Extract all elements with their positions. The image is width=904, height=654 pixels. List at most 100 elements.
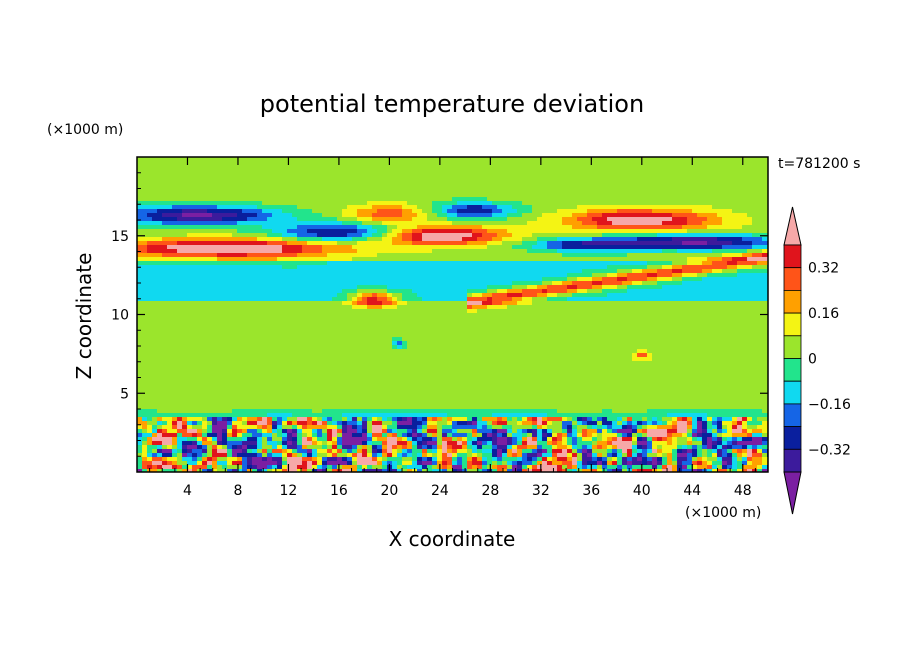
contour-cell [312,253,318,258]
contour-cell [342,377,348,382]
contour-cell [302,329,308,334]
contour-cell [382,313,388,318]
contour-cell [397,237,403,242]
contour-cell [267,165,273,170]
contour-cell [387,353,393,358]
contour-cell [437,449,443,454]
contour-cell [272,393,278,398]
contour-cell [267,309,273,314]
contour-cell [342,369,348,374]
contour-cell [402,449,408,454]
contour-cell [312,429,318,434]
contour-cell [407,261,413,266]
contour-cell [342,209,348,214]
contour-cell [222,185,228,190]
contour-cell [147,337,153,342]
contour-cell [312,421,318,426]
contour-cell [137,349,143,354]
contour-cell [202,205,208,210]
contour-cell [187,237,193,242]
contour-cell [152,173,158,178]
contour-cell [432,277,438,282]
contour-cell [142,377,148,382]
contour-cell [397,229,403,234]
contour-cell [182,429,188,434]
contour-cell [447,397,453,402]
contour-cell [377,429,383,434]
contour-cell [342,385,348,390]
contour-cell [362,209,368,214]
contour-cell [257,405,263,410]
contour-cell [202,165,208,170]
contour-cell [212,325,218,330]
contour-cell [212,401,218,406]
contour-cell [337,189,343,194]
contour-cell [257,221,263,226]
contour-cell [432,285,438,290]
contour-cell [352,289,358,294]
contour-cell [172,237,178,242]
contour-cell [212,253,218,258]
contour-cell [442,269,448,274]
contour-cell [302,445,308,450]
contour-cell [237,433,243,438]
contour-cell [167,157,173,162]
contour-cell [267,377,273,382]
contour-cell [182,469,188,472]
contour-cell [192,189,198,194]
contour-cell [432,369,438,374]
contour-cell [282,213,288,218]
contour-cell [422,433,428,438]
contour-cell [147,429,153,434]
contour-cell [287,277,293,282]
contour-cell [167,229,173,234]
contour-cell [217,181,223,186]
contour-cell [282,185,288,190]
contour-cell [297,305,303,310]
contour-cell [327,417,333,422]
contour-cell [277,241,283,246]
contour-cell [427,341,433,346]
contour-cell [352,441,358,446]
contour-cell [172,233,178,238]
contour-cell [217,425,223,430]
contour-cell [282,217,288,222]
contour-cell [157,425,163,430]
contour-cell [167,161,173,166]
contour-cell [217,377,223,382]
contour-cell [182,257,188,262]
contour-cell [412,161,418,166]
contour-cell [237,325,243,330]
contour-cell [157,289,163,294]
contour-cell [187,289,193,294]
contour-cell [152,461,158,466]
contour-cell [232,241,238,246]
contour-cell [192,449,198,454]
contour-cell [217,209,223,214]
contour-cell [267,385,273,390]
contour-cell [247,357,253,362]
contour-cell [267,249,273,254]
contour-cell [382,445,388,450]
contour-cell [317,421,323,426]
contour-cell [322,293,328,298]
contour-cell [447,361,453,366]
contour-cell [192,389,198,394]
contour-cell [282,397,288,402]
contour-cell [422,425,428,430]
contour-cell [167,397,173,402]
contour-cell [357,381,363,386]
contour-cell [317,309,323,314]
contour-cell [442,245,448,250]
contour-cell [437,429,443,434]
contour-cell [297,345,303,350]
contour-cell [347,181,353,186]
contour-cell [202,365,208,370]
contour-cell [167,309,173,314]
contour-cell [297,369,303,374]
contour-cell [352,413,358,418]
contour-cell [187,393,193,398]
contour-cell [217,229,223,234]
contour-cell [407,373,413,378]
contour-cell [402,197,408,202]
